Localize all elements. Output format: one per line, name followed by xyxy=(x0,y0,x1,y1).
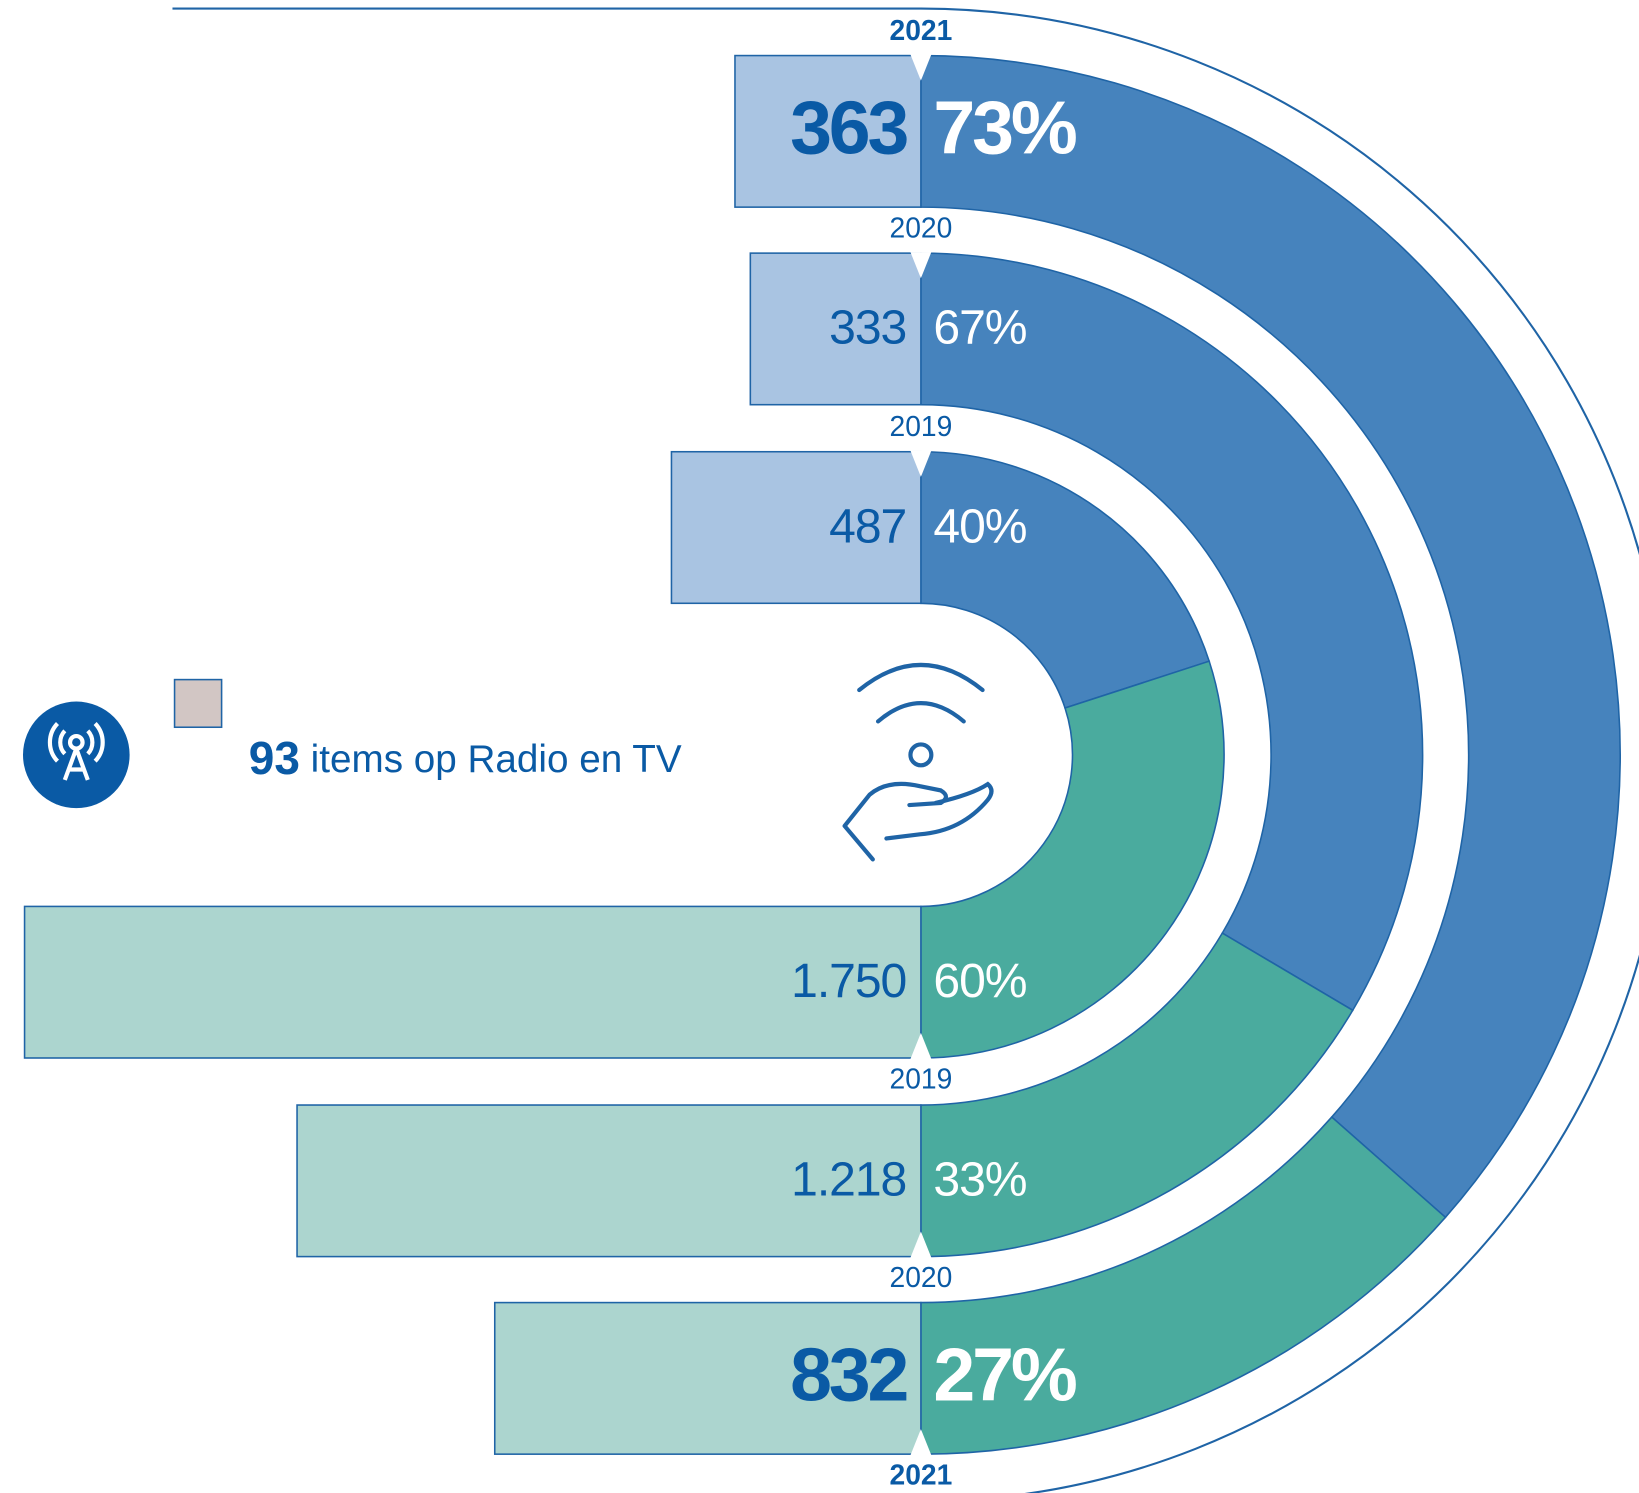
count-label: 832 xyxy=(790,1332,906,1416)
count-label: 1.750 xyxy=(791,954,906,1008)
radio-icon-symbol xyxy=(47,722,105,781)
year-label: 2020 xyxy=(890,212,953,244)
radio-label: 93 items op Radio en TV xyxy=(249,732,682,784)
year-label: 2021 xyxy=(890,14,953,46)
share-label: 60% xyxy=(933,954,1026,1008)
arc-top xyxy=(920,450,1211,710)
radio-text: items op Radio en TV xyxy=(311,738,682,781)
share-label: 27% xyxy=(933,1332,1075,1416)
share-label: 73% xyxy=(933,85,1075,169)
radio-value: 93 xyxy=(249,732,300,784)
bar-bottom xyxy=(296,1104,922,1258)
frame-line xyxy=(172,7,1639,1493)
hand-icon xyxy=(842,663,994,862)
share-label: 67% xyxy=(933,301,1026,355)
bar-top xyxy=(670,450,922,605)
notch xyxy=(910,450,932,477)
bar-bottom xyxy=(23,905,922,1059)
share-label: 40% xyxy=(933,499,1026,553)
share-label: 33% xyxy=(933,1153,1026,1207)
count-label: 333 xyxy=(829,301,906,355)
arc-top xyxy=(920,54,1621,1219)
year-label: 2020 xyxy=(890,1261,953,1293)
notch xyxy=(910,1231,932,1258)
notch xyxy=(910,1032,932,1060)
year-label: 2019 xyxy=(890,1062,953,1094)
notch xyxy=(910,1429,932,1456)
year-label: 2019 xyxy=(890,410,953,442)
count-label: 363 xyxy=(790,85,907,169)
bar-top xyxy=(749,252,922,406)
radio-icon xyxy=(22,701,130,809)
notch xyxy=(910,252,932,279)
count-label: 487 xyxy=(829,499,906,553)
arc-bottom xyxy=(920,660,1225,1059)
count-label: 1.218 xyxy=(791,1153,906,1207)
bar-top xyxy=(734,54,922,208)
bar-bottom xyxy=(493,1301,922,1455)
notch xyxy=(910,54,932,81)
radio-bar xyxy=(173,678,223,729)
arc-top xyxy=(920,252,1424,1012)
year-label: 2021 xyxy=(890,1459,953,1491)
